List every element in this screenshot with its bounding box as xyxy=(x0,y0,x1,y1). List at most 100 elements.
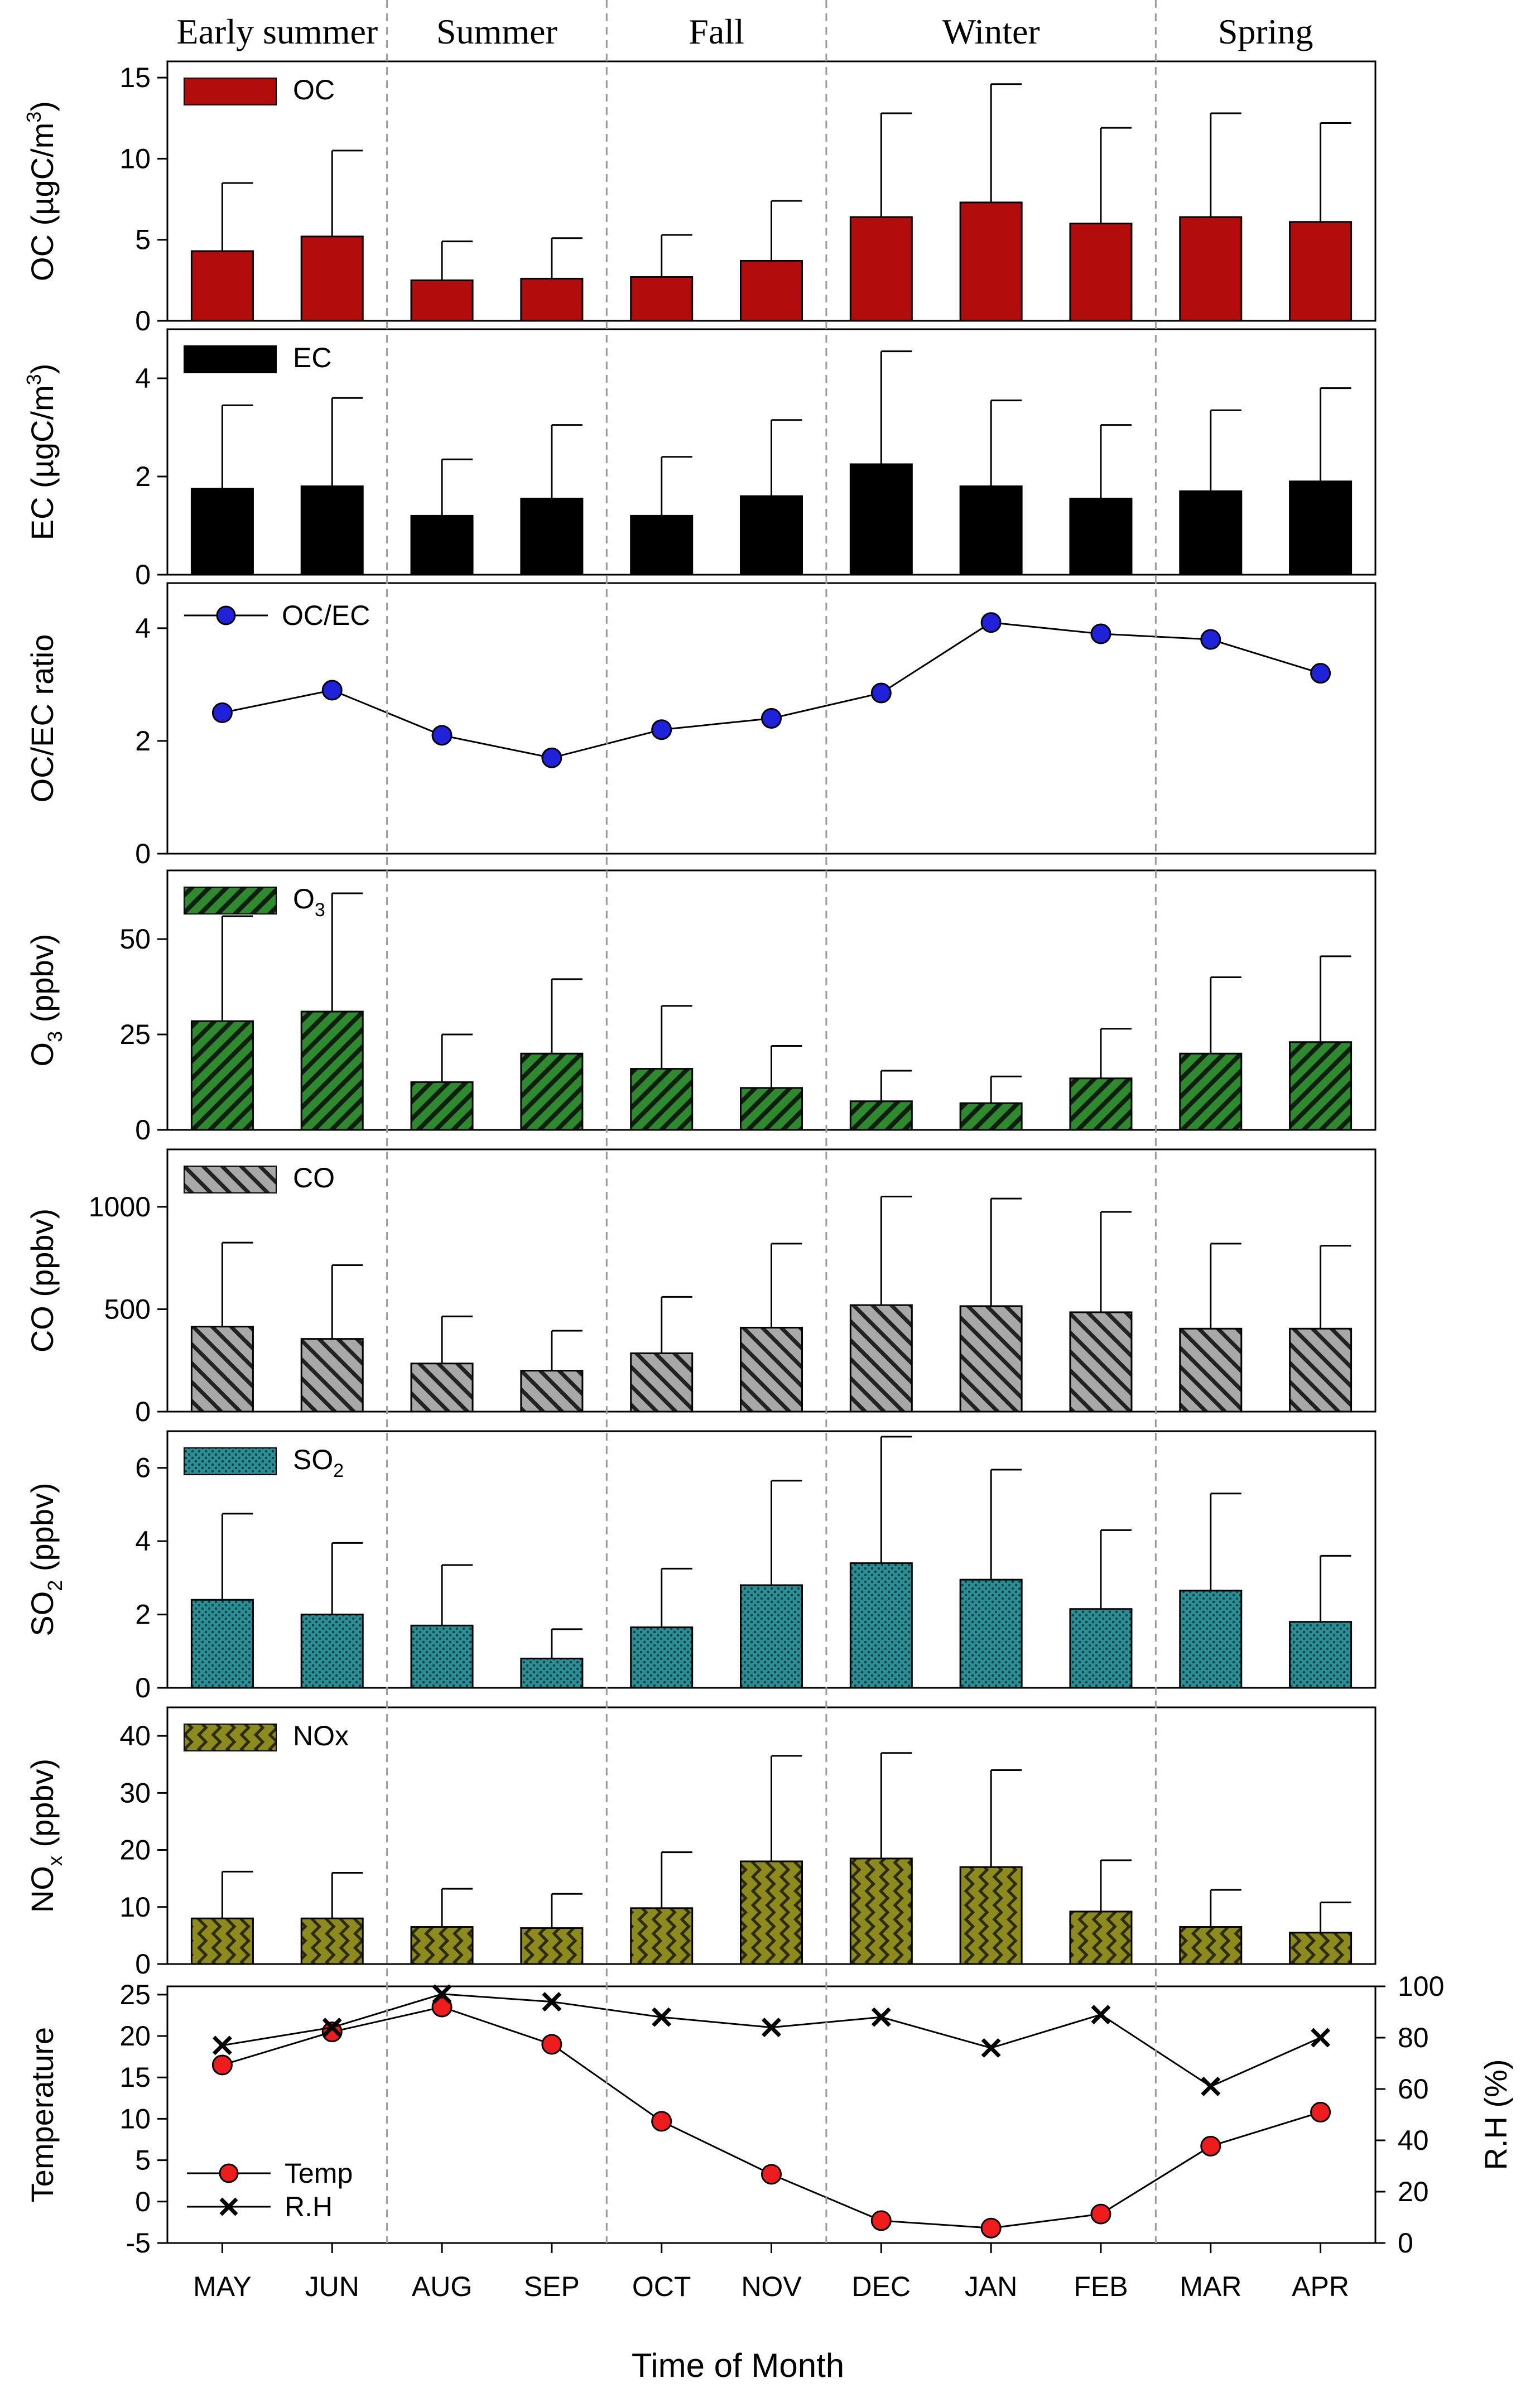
bar-jun xyxy=(300,1338,364,1413)
ocec-point xyxy=(1310,663,1331,684)
y-tick-label: 20 xyxy=(119,2020,151,2052)
ocec-point xyxy=(541,747,562,768)
rh-point-stroke xyxy=(871,2007,891,2027)
panel-ocec: OC/EC 0 2 4 OC/EC ratio xyxy=(25,582,1377,869)
bar-nov xyxy=(740,1087,803,1131)
bar-sep xyxy=(520,498,584,576)
bar-nov xyxy=(740,1326,803,1413)
y-axis-title: EC (µgC/m3) xyxy=(22,364,60,541)
bar-jan xyxy=(959,1578,1023,1689)
x-tick-label-feb: FEB xyxy=(1074,2271,1128,2302)
bar-apr xyxy=(1289,480,1353,576)
x-tick-label-aug: AUG xyxy=(412,2271,472,2302)
legend-swatch xyxy=(184,1166,277,1193)
bar-oct xyxy=(630,1352,694,1413)
temp-point xyxy=(1310,2102,1331,2123)
rh-point xyxy=(652,2007,672,2027)
y-tick-label: 0 xyxy=(135,1114,151,1145)
temp-point xyxy=(980,2217,1002,2239)
season-label: Winter xyxy=(942,12,1040,51)
y-tick-label-right: 80 xyxy=(1398,2022,1429,2053)
bar-dec xyxy=(849,1304,913,1413)
bar-jan xyxy=(959,201,1023,322)
y-axis-title: OC/EC ratio xyxy=(25,634,60,803)
legend-rh-marker xyxy=(219,2197,238,2216)
season-label: Spring xyxy=(1218,12,1313,51)
bar-sep xyxy=(520,1052,584,1131)
y-tick-label: 2 xyxy=(135,725,151,757)
bar-oct xyxy=(630,1907,694,1965)
x-tick-label-may: MAY xyxy=(193,2271,252,2302)
rh-point xyxy=(212,2035,232,2056)
bar-may xyxy=(190,1020,254,1131)
x-axis-title: Time of Month xyxy=(632,2347,844,2384)
y-axis-title: OC (µgC/m3) xyxy=(22,101,60,281)
panel-meteo: -5 0 5 10 15 20 25 0 20 40 60 80 100 Temperature R.H (… xyxy=(25,1971,1513,2259)
rh-point-stroke xyxy=(542,1992,562,2012)
y-tick-label: 50 xyxy=(119,923,151,955)
rh-point xyxy=(432,1984,452,2004)
y-tick-label: 0 xyxy=(135,1672,151,1703)
plot-frame xyxy=(166,582,1377,855)
rh-point-stroke xyxy=(212,2035,232,2056)
bar-sep xyxy=(520,1657,584,1689)
bar-jan xyxy=(959,1305,1023,1413)
bar-oct xyxy=(630,514,694,576)
bar-dec xyxy=(849,1562,913,1689)
y-axis-title: NOx (ppbv) xyxy=(25,1759,66,1913)
bar-apr xyxy=(1289,1327,1353,1413)
legend-swatch xyxy=(184,345,277,373)
legend-swatch xyxy=(184,1447,277,1475)
rh-point xyxy=(1091,2005,1111,2025)
y-tick-label: 0 xyxy=(135,305,151,336)
bar-mar xyxy=(1179,490,1243,576)
bar-apr xyxy=(1289,1932,1353,1965)
ocec-point xyxy=(211,702,233,723)
y-tick-label: 15 xyxy=(119,62,151,93)
bar-mar xyxy=(1179,1590,1243,1689)
ocec-point xyxy=(651,719,672,740)
y-tick-label-right: 0 xyxy=(1398,2227,1413,2259)
x-tick-label-dec: DEC xyxy=(852,2271,911,2302)
bar-dec xyxy=(849,463,913,576)
y-tick-label-right: 40 xyxy=(1398,2125,1429,2156)
bar-feb xyxy=(1069,1311,1133,1413)
ocec-point xyxy=(870,682,892,704)
y-axis-title: O3 (ppbv) xyxy=(25,934,66,1067)
y-tick-label-right: 100 xyxy=(1398,1971,1444,2002)
bar-jun xyxy=(300,1614,364,1689)
bar-oct xyxy=(630,1068,694,1131)
bar-feb xyxy=(1069,498,1133,576)
bar-apr xyxy=(1289,1621,1353,1689)
y-tick-label: 0 xyxy=(135,1948,151,1980)
rh-point xyxy=(981,2038,1001,2058)
y-tick-label: 15 xyxy=(119,2062,151,2093)
legend-label: OC xyxy=(293,74,335,105)
rh-point xyxy=(1201,2076,1221,2096)
plot-frame xyxy=(166,1706,1377,1965)
legend-swatch xyxy=(184,78,277,105)
y-tick-label: -5 xyxy=(126,2227,151,2259)
y-tick-label: 0 xyxy=(135,559,151,590)
bar-dec xyxy=(849,216,913,322)
rh-point-stroke xyxy=(432,1984,452,2004)
y-tick-label: 4 xyxy=(135,1525,151,1557)
legend-temp-marker xyxy=(219,2163,239,2183)
bar-jun xyxy=(300,235,364,322)
temp-point xyxy=(761,2164,782,2185)
temp-point xyxy=(651,2111,672,2132)
legend-label-temp: Temp xyxy=(285,2158,353,2189)
x-tick-label-apr: APR xyxy=(1292,2271,1349,2302)
y-axis-title: Temperature xyxy=(25,2027,60,2202)
panel-co: CO 0 500 1000 CO (ppbv) xyxy=(25,1148,1377,1427)
rh-point-stroke xyxy=(1201,2076,1221,2096)
bar-apr xyxy=(1289,1041,1353,1131)
bar-nov xyxy=(740,259,803,322)
y-tick-label: 4 xyxy=(135,613,151,644)
y-tick-label: 20 xyxy=(119,1835,151,1866)
y-axis-title: CO (ppbv) xyxy=(25,1209,60,1352)
bar-nov xyxy=(740,1584,803,1689)
y-axis-title: SO2 (ppbv) xyxy=(25,1483,66,1636)
y-tick-label: 1000 xyxy=(89,1191,151,1222)
